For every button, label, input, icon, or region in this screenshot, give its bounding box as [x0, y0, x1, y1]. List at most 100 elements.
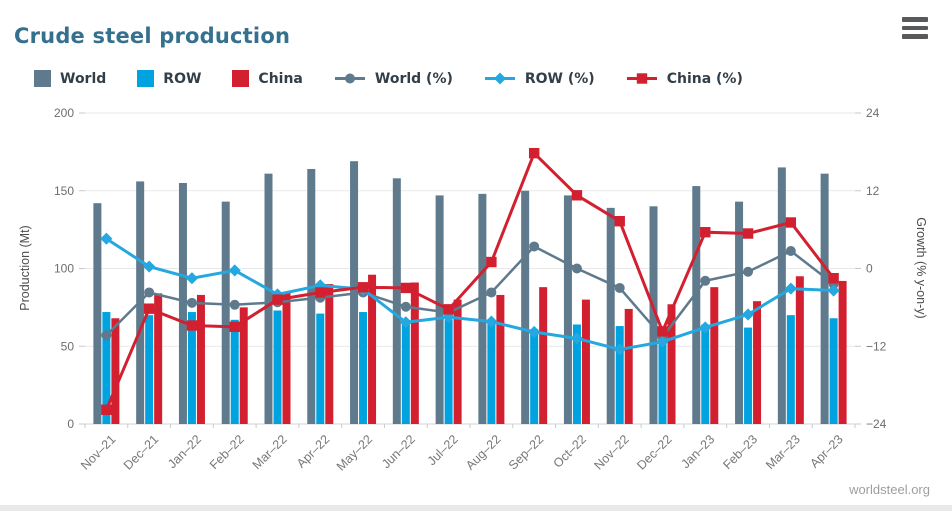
marker-world-Mar–23[interactable]	[785, 246, 796, 257]
marker-china-Jan–22[interactable]	[186, 320, 198, 331]
bar-world-Apr–22[interactable]	[307, 168, 316, 424]
marker-china-Jun–22[interactable]	[400, 282, 412, 294]
bar-world-Jul–22[interactable]	[435, 195, 444, 424]
bar-china-Jul–22[interactable]	[453, 299, 462, 424]
marker-world-Jan–23[interactable]	[700, 275, 711, 286]
marker-china-Sep–22[interactable]	[528, 147, 540, 159]
bar-china-Nov–21[interactable]	[111, 318, 120, 424]
marker-china-Aug–22[interactable]	[486, 256, 497, 268]
bar-row-Nov–21[interactable]	[102, 312, 111, 424]
marker-row-Jun–22[interactable]	[399, 316, 412, 329]
bar-world-Dec–22[interactable]	[649, 206, 658, 424]
bar-world-Jan–23[interactable]	[692, 186, 701, 424]
bar-world-Nov–21[interactable]	[93, 203, 102, 424]
bar-china-Oct–22[interactable]	[581, 299, 590, 424]
bar-row-Jun–22[interactable]	[401, 322, 410, 424]
bar-row-Apr–22[interactable]	[316, 313, 325, 424]
marker-world-Nov–21[interactable]	[101, 330, 112, 341]
bar-world-Aug–22[interactable]	[478, 193, 487, 424]
marker-row-Nov–22[interactable]	[613, 343, 626, 356]
x-axis-label: Apr–23	[807, 432, 845, 470]
bar-world-Sep–22[interactable]	[521, 190, 530, 424]
marker-row-Aug–22[interactable]	[485, 315, 498, 328]
bar-row-Jan–22[interactable]	[187, 312, 196, 424]
marker-row-Jan–22[interactable]	[185, 272, 199, 285]
bar-china-Sep–22[interactable]	[539, 287, 548, 424]
legend-item-world-pct[interactable]: World (%)	[334, 71, 453, 87]
marker-world-Oct–22[interactable]	[571, 263, 582, 274]
bar-china-May–22[interactable]	[368, 274, 377, 424]
bar-china-Apr–22[interactable]	[325, 284, 334, 424]
marker-world-Jun–22[interactable]	[400, 301, 411, 312]
bar-world-Feb–22[interactable]	[221, 201, 230, 424]
bar-row-Jul–22[interactable]	[444, 319, 453, 424]
bar-china-Jan–22[interactable]	[196, 294, 205, 424]
bar-row-Sep–22[interactable]	[530, 329, 539, 424]
bar-china-Dec–22[interactable]	[667, 304, 676, 424]
marker-world-Nov–22[interactable]	[614, 282, 625, 293]
bar-china-Mar–22[interactable]	[282, 291, 291, 424]
bar-china-Feb–22[interactable]	[239, 307, 248, 424]
marker-china-Jan–23[interactable]	[700, 227, 711, 238]
bar-world-Jun–22[interactable]	[392, 178, 401, 424]
bar-row-Nov–22[interactable]	[615, 326, 624, 424]
marker-china-Dec–21[interactable]	[143, 303, 155, 314]
marker-china-Dec–22[interactable]	[657, 326, 668, 337]
bar-china-Dec–21[interactable]	[154, 293, 163, 424]
marker-china-Mar–23[interactable]	[785, 217, 797, 228]
marker-world-Jan–22[interactable]	[186, 297, 197, 308]
bar-china-Aug–22[interactable]	[496, 294, 505, 424]
bar-world-Mar–22[interactable]	[264, 173, 273, 424]
marker-world-Feb–22[interactable]	[229, 299, 240, 310]
marker-china-Nov–21[interactable]	[101, 404, 112, 415]
bar-china-Jun–22[interactable]	[410, 282, 419, 424]
bar-world-Jan–22[interactable]	[178, 182, 187, 424]
marker-world-Dec–21[interactable]	[144, 287, 155, 298]
marker-china-May–22[interactable]	[357, 282, 369, 293]
marker-china-Apr–23[interactable]	[828, 273, 839, 284]
legend-label: ROW (%)	[524, 70, 595, 87]
bar-china-Mar–23[interactable]	[795, 276, 804, 424]
marker-china-Jul–22[interactable]	[443, 304, 454, 315]
legend-item-row[interactable]: ROW	[137, 70, 201, 87]
bar-row-Dec–22[interactable]	[658, 341, 667, 424]
marker-row-Oct–22[interactable]	[570, 332, 584, 345]
bar-row-Feb–23[interactable]	[744, 327, 753, 424]
bar-row-Apr–23[interactable]	[829, 318, 838, 424]
bar-world-Nov–22[interactable]	[606, 207, 615, 424]
marker-world-Aug–22[interactable]	[486, 287, 497, 298]
marker-row-Jan–23[interactable]	[699, 321, 712, 334]
bar-world-Oct–22[interactable]	[563, 195, 572, 424]
bar-row-May–22[interactable]	[359, 312, 368, 424]
hamburger-menu-icon[interactable]	[902, 17, 928, 39]
marker-china-Nov–22[interactable]	[614, 216, 625, 227]
bar-row-Feb–22[interactable]	[230, 319, 239, 424]
legend-item-world[interactable]: World	[34, 70, 106, 87]
bar-china-Apr–23[interactable]	[838, 280, 847, 424]
marker-row-Dec–21[interactable]	[143, 260, 156, 273]
bar-row-Jan–23[interactable]	[701, 324, 710, 424]
bar-row-Oct–22[interactable]	[572, 324, 581, 424]
marker-china-Feb–23[interactable]	[742, 228, 754, 239]
marker-row-Nov–21[interactable]	[100, 232, 113, 245]
bar-row-Mar–23[interactable]	[786, 315, 795, 424]
marker-china-Oct–22[interactable]	[571, 190, 583, 201]
legend-item-china[interactable]: China	[232, 70, 303, 87]
bar-china-Nov–22[interactable]	[624, 308, 633, 424]
marker-china-Feb–22[interactable]	[229, 321, 240, 333]
bar-china-Feb–23[interactable]	[753, 301, 762, 424]
bar-row-Dec–21[interactable]	[145, 315, 154, 424]
marker-row-Sep–22[interactable]	[528, 325, 541, 339]
legend-item-row-pct[interactable]: ROW (%)	[484, 71, 595, 87]
bar-china-Jan–23[interactable]	[710, 287, 719, 424]
marker-world-Feb–23[interactable]	[743, 266, 754, 277]
bar-world-Feb–23[interactable]	[735, 201, 744, 424]
bar-world-Apr–23[interactable]	[820, 173, 829, 424]
marker-china-Mar–22[interactable]	[272, 294, 283, 305]
bar-row-Aug–22[interactable]	[487, 322, 496, 424]
marker-world-Sep–22[interactable]	[529, 241, 540, 252]
marker-row-Feb–22[interactable]	[228, 264, 241, 277]
bar-row-Mar–22[interactable]	[273, 310, 282, 424]
marker-china-Apr–22[interactable]	[315, 287, 326, 298]
legend-item-china-pct[interactable]: China (%)	[626, 71, 743, 87]
